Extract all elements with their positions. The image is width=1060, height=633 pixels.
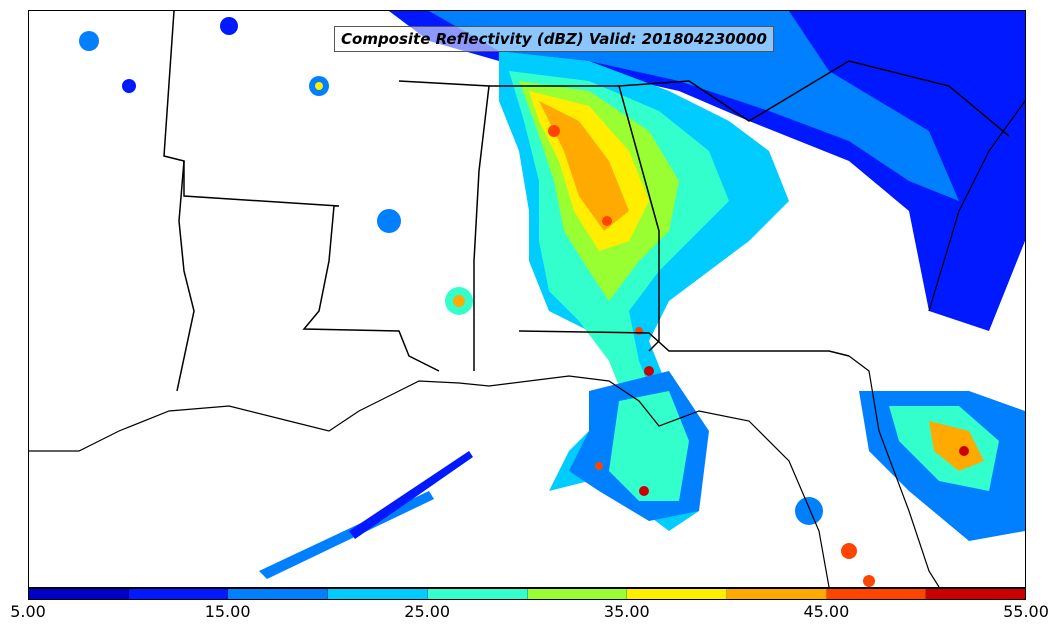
colorbar-segment xyxy=(328,589,428,599)
colorbar-segment xyxy=(826,589,927,599)
colorbar-segment xyxy=(527,589,628,599)
colorbar-segment xyxy=(128,589,229,599)
colorbar-segment xyxy=(228,589,329,599)
colorbar-tick-label: 45.00 xyxy=(803,602,850,621)
radar-echoes xyxy=(79,11,1025,587)
coastline xyxy=(29,100,1025,587)
colorbar-ticks: 5.00 15.00 25.00 35.00 45.00 55.00 xyxy=(10,600,1049,630)
colorbar-tick-label: 5.00 xyxy=(10,602,46,621)
colorbar-tick-label: 15.00 xyxy=(204,602,251,621)
colorbar-segment xyxy=(926,589,1026,599)
colorbar-tick-label: 55.00 xyxy=(1003,602,1049,621)
reflectivity-plot xyxy=(29,11,1025,587)
map-title: Composite Reflectivity (dBZ) Valid: 2018… xyxy=(334,26,774,52)
colorbar-segment xyxy=(29,589,129,599)
colorbar xyxy=(28,588,1026,600)
colorbar-segment xyxy=(627,589,727,599)
colorbar-tick-label: 25.00 xyxy=(404,602,451,621)
colorbar-segment xyxy=(726,589,827,599)
colorbar-tick-label: 35.00 xyxy=(603,602,650,621)
radar-map: Composite Reflectivity (dBZ) Valid: 2018… xyxy=(28,10,1026,588)
state-borders xyxy=(163,11,1010,392)
colorbar-segment xyxy=(427,589,528,599)
